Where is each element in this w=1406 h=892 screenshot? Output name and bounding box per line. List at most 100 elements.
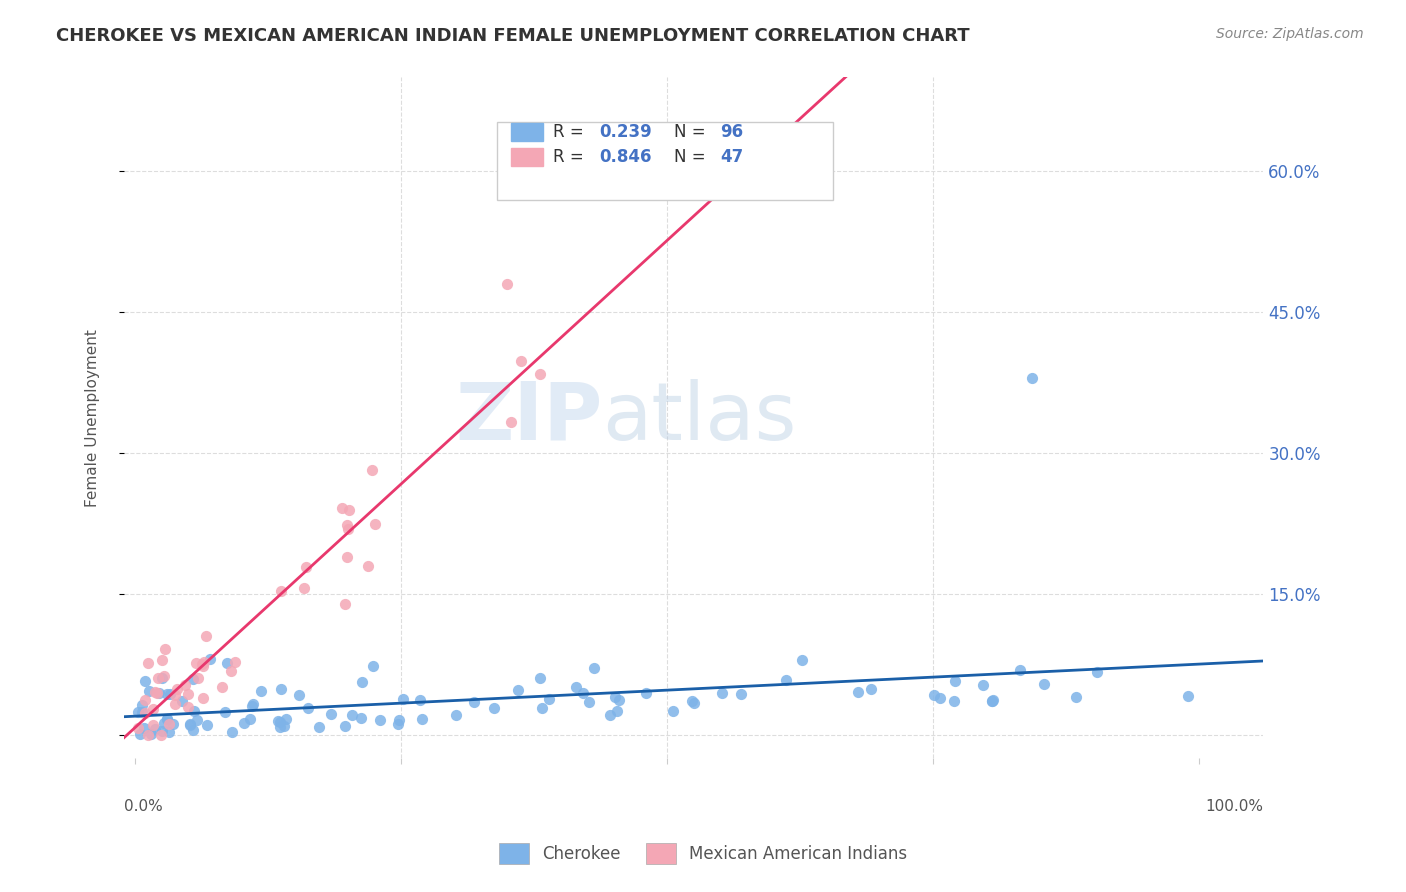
Point <box>136 728 159 742</box>
Point <box>537 691 560 706</box>
Point <box>239 712 262 726</box>
Text: ZIP: ZIP <box>456 379 602 457</box>
Point <box>232 715 254 730</box>
Point <box>530 701 553 715</box>
Point <box>193 691 215 706</box>
Point <box>240 698 263 713</box>
Point <box>683 696 706 710</box>
Point <box>295 560 318 574</box>
Point <box>387 717 409 731</box>
Point <box>143 685 166 699</box>
Point <box>191 657 214 671</box>
Text: R =: R = <box>554 148 589 166</box>
Point <box>308 720 330 734</box>
Point <box>792 653 814 667</box>
Point <box>156 712 179 726</box>
Point <box>529 672 551 686</box>
Text: N =: N = <box>675 148 711 166</box>
Point <box>131 705 153 719</box>
Point <box>506 682 529 697</box>
Point <box>129 727 152 741</box>
Point <box>270 583 292 598</box>
Text: atlas: atlas <box>602 379 797 457</box>
Point <box>166 681 188 696</box>
Point <box>150 724 173 739</box>
Point <box>336 549 359 564</box>
Point <box>134 706 156 720</box>
Point <box>360 463 382 477</box>
Text: 0.0%: 0.0% <box>124 799 163 814</box>
Point <box>357 559 380 574</box>
Point <box>444 707 467 722</box>
Point <box>848 685 870 699</box>
Point <box>194 629 217 643</box>
Point <box>1021 371 1043 385</box>
Point <box>176 687 198 701</box>
Text: CHEROKEE VS MEXICAN AMERICAN INDIAN FEMALE UNEMPLOYMENT CORRELATION CHART: CHEROKEE VS MEXICAN AMERICAN INDIAN FEMA… <box>56 27 970 45</box>
Point <box>270 681 292 696</box>
Point <box>1085 665 1108 679</box>
Point <box>928 690 950 705</box>
FancyBboxPatch shape <box>496 121 832 200</box>
Point <box>162 717 184 731</box>
Point <box>150 671 173 685</box>
Point <box>181 723 204 738</box>
Point <box>710 686 733 700</box>
Point <box>141 702 163 716</box>
Text: 0.846: 0.846 <box>599 148 651 166</box>
Point <box>159 687 181 701</box>
Text: 0.239: 0.239 <box>599 123 652 141</box>
Point <box>198 651 221 665</box>
Point <box>142 718 165 732</box>
Point <box>157 724 180 739</box>
Point <box>496 277 519 291</box>
Point <box>186 713 208 727</box>
Point <box>153 668 176 682</box>
Point <box>193 655 215 669</box>
Point <box>127 705 149 719</box>
Point <box>138 683 160 698</box>
Point <box>273 718 295 732</box>
Point <box>340 707 363 722</box>
Text: R =: R = <box>554 123 589 141</box>
Point <box>288 688 311 702</box>
Point <box>981 694 1004 708</box>
Point <box>177 700 200 714</box>
Point <box>943 693 966 707</box>
Point <box>682 694 704 708</box>
Point <box>463 695 485 709</box>
Point <box>155 641 177 656</box>
Point <box>332 501 354 516</box>
Point <box>187 671 209 685</box>
Point <box>775 673 797 687</box>
Point <box>134 722 156 736</box>
Point <box>138 656 160 670</box>
Point <box>499 415 522 429</box>
Bar <box>512 123 543 141</box>
Point <box>636 686 658 700</box>
Point <box>127 722 149 736</box>
Point <box>181 672 204 686</box>
Point <box>146 686 169 700</box>
Point <box>131 698 153 712</box>
Point <box>1033 677 1056 691</box>
Point <box>606 704 628 718</box>
Point <box>217 656 239 670</box>
Point <box>163 688 186 702</box>
Point <box>350 675 373 690</box>
Text: 100.0%: 100.0% <box>1205 799 1264 814</box>
Point <box>321 707 343 722</box>
Point <box>173 678 195 692</box>
Point <box>148 671 170 685</box>
Legend: Cherokee, Mexican American Indians: Cherokee, Mexican American Indians <box>492 837 914 871</box>
Point <box>214 705 236 719</box>
Point <box>224 655 246 669</box>
Point <box>981 693 1004 707</box>
Y-axis label: Female Unemployment: Female Unemployment <box>86 329 100 507</box>
Point <box>943 674 966 689</box>
Point <box>221 724 243 739</box>
Point <box>156 712 179 726</box>
Point <box>172 694 194 708</box>
Point <box>179 717 201 731</box>
Point <box>269 714 291 729</box>
